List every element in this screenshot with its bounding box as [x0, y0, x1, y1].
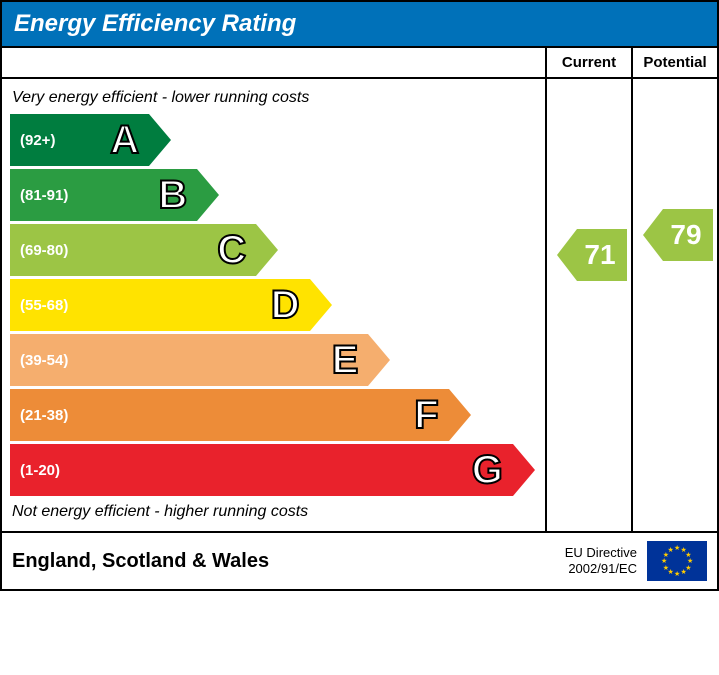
band-F: (21-38) F — [10, 389, 545, 441]
band-letter: A — [110, 118, 139, 163]
header-potential: Potential — [631, 48, 717, 77]
eu-star: ★ — [674, 544, 680, 552]
band-range: (21-38) — [10, 407, 68, 424]
chart-container: Current Potential Very energy efficient … — [0, 46, 719, 591]
title-bar: Energy Efficiency Rating — [0, 0, 719, 46]
band-letter: F — [414, 393, 438, 438]
caption-bottom: Not energy efficient - higher running co… — [2, 499, 545, 525]
potential-marker-value: 79 — [663, 209, 713, 261]
current-column: 71 — [545, 79, 631, 531]
current-marker-value: 71 — [577, 229, 627, 281]
body-row: Very energy efficient - lower running co… — [2, 79, 717, 531]
band-D: (55-68) D — [10, 279, 545, 331]
header-current: Current — [545, 48, 631, 77]
bands-area: Very energy efficient - lower running co… — [2, 79, 545, 531]
band-E: (39-54) E — [10, 334, 545, 386]
band-range: (81-91) — [10, 187, 68, 204]
band-letter: C — [217, 228, 246, 273]
caption-top: Very energy efficient - lower running co… — [2, 85, 545, 111]
footer-region: England, Scotland & Wales — [12, 550, 565, 573]
eu-star: ★ — [674, 570, 680, 578]
potential-marker: 79 — [643, 209, 713, 261]
band-letter: B — [158, 173, 187, 218]
band-letter: E — [332, 338, 359, 383]
band-range: (39-54) — [10, 352, 68, 369]
current-marker: 71 — [557, 229, 627, 281]
directive-line2: 2002/91/EC — [565, 561, 637, 577]
band-C: (69-80) C — [10, 224, 545, 276]
band-range: (69-80) — [10, 242, 68, 259]
band-letter: D — [271, 283, 300, 328]
chart-title: Energy Efficiency Rating — [14, 10, 296, 37]
footer-directive: EU Directive 2002/91/EC — [565, 545, 637, 576]
band-range: (55-68) — [10, 297, 68, 314]
eu-star: ★ — [668, 546, 674, 554]
footer-row: England, Scotland & Wales EU Directive 2… — [2, 531, 717, 589]
eu-star: ★ — [681, 568, 687, 576]
band-letter: G — [472, 448, 503, 493]
eu-flag-icon: ★★★★★★★★★★★★ — [647, 541, 707, 581]
header-row: Current Potential — [2, 48, 717, 79]
directive-line1: EU Directive — [565, 545, 637, 561]
band-range: (1-20) — [10, 462, 60, 479]
band-G: (1-20) G — [10, 444, 545, 496]
band-A: (92+) A — [10, 114, 545, 166]
band-range: (92+) — [10, 132, 55, 149]
potential-column: 79 — [631, 79, 717, 531]
band-B: (81-91) B — [10, 169, 545, 221]
header-spacer — [2, 48, 545, 77]
